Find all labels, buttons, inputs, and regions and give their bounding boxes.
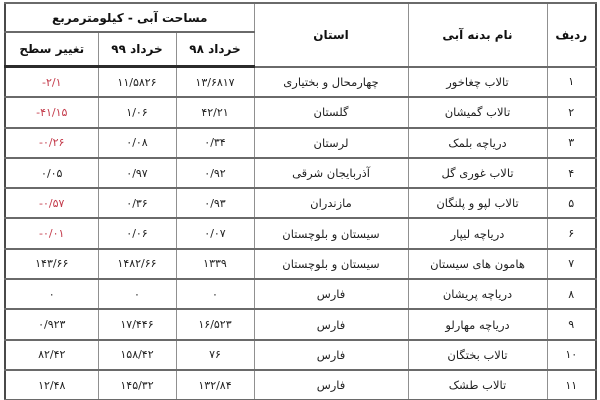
province-cell: چهارمحال و بختیاری — [253, 65, 409, 99]
change-value-cell: ۰/۰۵ — [4, 156, 99, 190]
header-row-group: ردیف نام بدنه آبی استان مساحت آبی - کیلو… — [4, 2, 597, 67]
province-cell: آذربایجان شرقی — [253, 156, 409, 190]
province-cell: سیستان و بلوچستان — [253, 217, 409, 250]
change-value-cell: -۰/۵۷ — [4, 187, 99, 220]
water-body-name-cell: تالاب غوری گل — [407, 156, 548, 190]
khordad99-value-cell: ۱۴۸۲/۶۶ — [97, 247, 177, 281]
province-cell: گلستان — [253, 96, 409, 129]
change-value-cell: ۸۲/۴۲ — [4, 338, 99, 371]
water-body-name-cell: تالاب گمیشان — [407, 96, 548, 129]
table-row: ۸ دریاچه پریشان فارس ۰ ۰ ۰ — [4, 278, 597, 311]
province-cell: سیستان و بلوچستان — [253, 247, 409, 281]
row-number-cell: ۶ — [546, 217, 597, 250]
col-header-khordad-98: خرداد ۹۸ — [175, 31, 255, 68]
table-body: ۱ تالاب چغاخور چهارمحال و بختیاری ۱۳/۶۸۱۷ ۱۱… — [4, 65, 597, 400]
khordad98-value-cell: ۰/۹۲ — [175, 156, 255, 190]
khordad99-value-cell: ۱/۰۶ — [97, 96, 177, 129]
province-cell: فارس — [253, 308, 409, 341]
row-number-cell: ۹ — [546, 308, 597, 341]
khordad98-value-cell: ۷۶ — [175, 338, 255, 371]
row-number-cell: ۱۰ — [546, 338, 597, 371]
khordad99-value-cell: ۰/۰۶ — [97, 217, 177, 250]
col-header-khordad-99: خرداد ۹۹ — [97, 31, 177, 68]
khordad98-value-cell: ۰/۹۳ — [175, 187, 255, 220]
khordad99-value-cell: ۱۵۸/۴۲ — [97, 338, 177, 371]
table-row: ۲ تالاب گمیشان گلستان ۴۲/۲۱ ۱/۰۶ -۴۱/۱۵ — [4, 96, 597, 129]
khordad98-value-cell: ۰/۰۷ — [175, 217, 255, 250]
water-body-name-cell: دریاچه مهارلو — [407, 308, 548, 341]
khordad99-value-cell: ۱۱/۵۸۲۶ — [97, 65, 177, 99]
water-area-table: ردیف نام بدنه آبی استان مساحت آبی - کیلو… — [4, 2, 597, 400]
khordad99-value-cell: ۱۷/۴۴۶ — [97, 308, 177, 341]
water-body-name-cell: تالاب لپو و پلنگان — [407, 187, 548, 220]
khordad99-value-cell: ۰/۳۶ — [97, 187, 177, 220]
table-row: ۶ دریاچه لیپار سیستان و بلوچستان ۰/۰۷ ۰/۰۶ -۰… — [4, 217, 597, 250]
province-cell: فارس — [253, 278, 409, 311]
province-cell: لرستان — [253, 126, 409, 159]
change-value-cell: ۰ — [4, 278, 99, 311]
khordad98-value-cell: ۱۳۲/۸۴ — [175, 368, 255, 400]
table-row: ۷ هامون های سیستان سیستان و بلوچستان ۱۳۳۹ ۱۴… — [4, 247, 597, 281]
col-header-water-body: نام بدنه آبی — [407, 2, 548, 67]
table-row: ۹ دریاچه مهارلو فارس ۱۶/۵۲۳ ۱۷/۴۴۶ ۰/۹۲۳ — [4, 308, 597, 341]
row-number-cell: ۴ — [546, 156, 597, 190]
table-row: ۳ دریاچه بلمک لرستان ۰/۳۴ ۰/۰۸ -۰/۲۶ — [4, 126, 597, 159]
row-number-cell: ۳ — [546, 126, 597, 159]
row-number-cell: ۵ — [546, 187, 597, 220]
change-value-cell: ۱۴۳/۶۶ — [4, 247, 99, 281]
row-number-cell: ۱ — [546, 65, 597, 99]
water-body-name-cell: هامون های سیستان — [407, 247, 548, 281]
khordad98-value-cell: ۰/۳۴ — [175, 126, 255, 159]
province-cell: فارس — [253, 368, 409, 400]
col-header-province: استان — [253, 2, 409, 67]
khordad98-value-cell: ۱۳۳۹ — [175, 247, 255, 281]
change-value-cell: ۰/۹۲۳ — [4, 308, 99, 341]
water-body-name-cell: تالاب چغاخور — [407, 65, 548, 99]
table-row: ۵ تالاب لپو و پلنگان مازندران ۰/۹۳ ۰/۳۶ -۰/۵۷ — [4, 187, 597, 220]
water-body-name-cell: دریاچه لیپار — [407, 217, 548, 250]
khordad99-value-cell: ۰/۰۸ — [97, 126, 177, 159]
change-value-cell: ۱۲/۴۸ — [4, 368, 99, 400]
table-header: ردیف نام بدنه آبی استان مساحت آبی - کیلو… — [4, 2, 597, 68]
change-value-cell: -۰/۰۱ — [4, 217, 99, 250]
khordad99-value-cell: ۰ — [97, 278, 177, 311]
table-row: ۱۰ تالاب بختگان فارس ۷۶ ۱۵۸/۴۲ ۸۲/۴۲ — [4, 338, 597, 371]
province-cell: مازندران — [253, 187, 409, 220]
col-header-area-group: مساحت آبی - کیلومترمربع — [4, 2, 255, 33]
col-header-change: تغییر سطح — [4, 31, 99, 68]
table-row: ۱ تالاب چغاخور چهارمحال و بختیاری ۱۳/۶۸۱۷ ۱۱… — [4, 65, 597, 99]
khordad98-value-cell: ۴۲/۲۱ — [175, 96, 255, 129]
row-number-cell: ۸ — [546, 278, 597, 311]
row-number-cell: ۷ — [546, 247, 597, 281]
water-body-name-cell: تالاب بختگان — [407, 338, 548, 371]
khordad98-value-cell: ۱۶/۵۲۳ — [175, 308, 255, 341]
row-number-cell: ۲ — [546, 96, 597, 129]
water-body-name-cell: دریاچه پریشان — [407, 278, 548, 311]
table-row: ۱۱ تالاب طشک فارس ۱۳۲/۸۴ ۱۴۵/۳۲ ۱۲/۴۸ — [4, 368, 597, 400]
header-row-sub: خرداد ۹۸ خرداد ۹۹ تغییر سطح — [4, 31, 596, 68]
change-value-cell: -۴۱/۱۵ — [4, 96, 99, 129]
row-number-cell: ۱۱ — [546, 368, 597, 400]
table-row: ۴ تالاب غوری گل آذربایجان شرقی ۰/۹۲ ۰/۹۷ ۰/۰۵ — [4, 156, 597, 190]
khordad98-value-cell: ۰ — [175, 278, 255, 311]
water-body-name-cell: دریاچه بلمک — [407, 126, 548, 159]
col-header-row-number: ردیف — [546, 2, 597, 67]
khordad98-value-cell: ۱۳/۶۸۱۷ — [175, 65, 255, 99]
khordad99-value-cell: ۱۴۵/۳۲ — [97, 368, 177, 400]
khordad99-value-cell: ۰/۹۷ — [97, 156, 177, 190]
change-value-cell: -۰/۲۶ — [4, 126, 99, 159]
change-value-cell: -۲/۱ — [4, 65, 99, 99]
province-cell: فارس — [253, 338, 409, 371]
water-body-name-cell: تالاب طشک — [407, 368, 548, 400]
